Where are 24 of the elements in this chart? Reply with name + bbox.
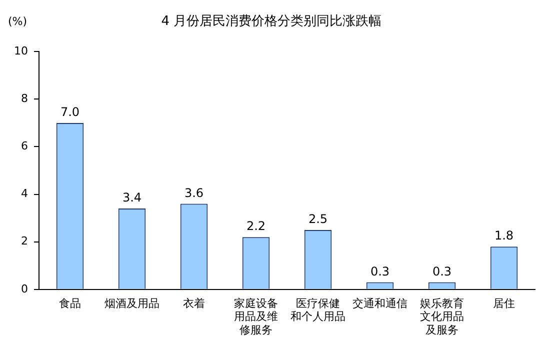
chart-title: 4 月份居民消费价格分类别同比涨跌幅 xyxy=(161,14,382,30)
y-tick-label: 2 xyxy=(20,234,28,248)
y-tick-label: 4 xyxy=(20,187,28,200)
data-label: 2.5 xyxy=(308,212,328,226)
x-tick-label: 医疗保健和个人用品 xyxy=(290,296,346,324)
x-tick-label: 烟酒及用品 xyxy=(104,296,160,310)
data-label: 3.4 xyxy=(122,190,142,205)
data-label: 3.6 xyxy=(184,186,204,200)
data-label: 0.3 xyxy=(370,264,390,278)
y-tick-label: 0 xyxy=(20,282,28,296)
x-tick-label: 家庭设备用品及维修服务 xyxy=(234,296,278,336)
x-tick-label: 衣着 xyxy=(183,296,205,310)
y-axis-title: (%) xyxy=(8,14,28,28)
y-tick-label: 6 xyxy=(20,140,28,153)
y-tick-label: 10 xyxy=(14,44,28,58)
data-label: 7.0 xyxy=(60,105,80,120)
data-label: 0.3 xyxy=(432,264,452,278)
y-tick-label: 8 xyxy=(20,92,28,106)
data-label: 1.8 xyxy=(494,228,514,243)
x-tick-label: 交通和通信 xyxy=(352,296,408,310)
x-tick-label: 食品 xyxy=(58,296,81,310)
x-tick-label: 居住 xyxy=(493,296,515,310)
x-tick-label: 娱乐教育文化用品及服务 xyxy=(420,296,464,336)
data-label: 2.2 xyxy=(246,219,266,234)
